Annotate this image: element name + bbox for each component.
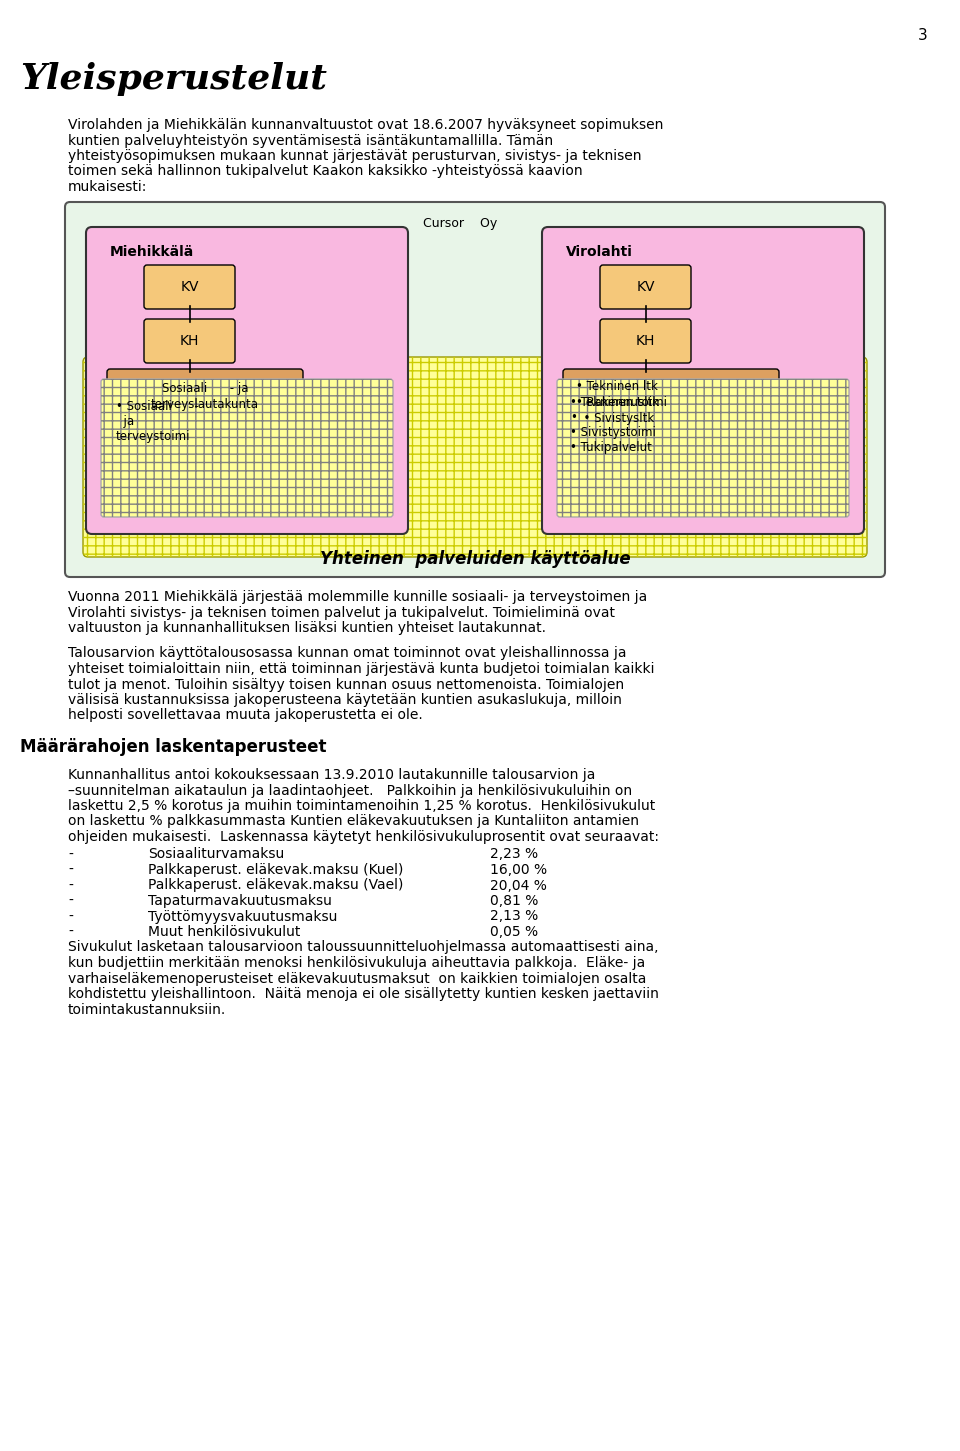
Text: Cursor    Oy: Cursor Oy [422, 218, 497, 231]
Text: valtuuston ja kunnanhallituksen lisäksi kuntien yhteiset lautakunnat.: valtuuston ja kunnanhallituksen lisäksi … [68, 621, 546, 636]
Text: Talousarvion käyttötalousosassa kunnan omat toiminnot ovat yleishallinnossa ja: Talousarvion käyttötalousosassa kunnan o… [68, 647, 627, 660]
Text: 20,04 %: 20,04 % [490, 878, 547, 892]
Text: Sosiaali      - ja: Sosiaali - ja [161, 382, 249, 395]
Text: yhteistyösopimuksen mukaan kunnat järjestävät perusturvan, sivistys- ja teknisen: yhteistyösopimuksen mukaan kunnat järjes… [68, 149, 641, 163]
Text: • Tukipalvelut: • Tukipalvelut [570, 441, 652, 454]
Text: • Sivistystoimi: • Sivistystoimi [570, 427, 656, 440]
Text: Vuonna 2011 Miehikkälä järjestää molemmille kunnille sosiaali- ja terveystoimen : Vuonna 2011 Miehikkälä järjestää molemmi… [68, 591, 647, 604]
Text: KV: KV [636, 280, 655, 295]
Text: • Tekninen ltk: • Tekninen ltk [576, 380, 658, 393]
FancyBboxPatch shape [600, 266, 691, 309]
Text: välisisä kustannuksissa jakoperusteena käytetään kuntien asukaslukuja, milloin: välisisä kustannuksissa jakoperusteena k… [68, 694, 622, 707]
FancyBboxPatch shape [107, 369, 303, 427]
Text: 2,13 %: 2,13 % [490, 910, 539, 923]
Text: varhaiseläkemenoperusteiset eläkevakuutusmaksut  on kaikkien toimialojen osalta: varhaiseläkemenoperusteiset eläkevakuutu… [68, 972, 646, 985]
Text: -: - [68, 910, 73, 923]
Text: helposti sovellettavaa muuta jakoperustetta ei ole.: helposti sovellettavaa muuta jakoperuste… [68, 708, 422, 723]
Text: yhteiset toimialoittain niin, että toiminnan järjestävä kunta budjetoi toimialan: yhteiset toimialoittain niin, että toimi… [68, 662, 655, 676]
Text: -: - [68, 847, 73, 862]
FancyBboxPatch shape [83, 357, 867, 557]
Text: Virolahden ja Miehikkälän kunnanvaltuustot ovat 18.6.2007 hyväksyneet sopimuksen: Virolahden ja Miehikkälän kunnanvaltuust… [68, 118, 663, 132]
Text: Tapaturmavakuutusmaksu: Tapaturmavakuutusmaksu [148, 894, 332, 908]
Text: toimen sekä hallinnon tukipalvelut Kaakon kaksikko -yhteistyössä kaavion: toimen sekä hallinnon tukipalvelut Kaako… [68, 164, 583, 178]
Text: Työttömyysvakuutusmaksu: Työttömyysvakuutusmaksu [148, 910, 337, 923]
Text: 16,00 %: 16,00 % [490, 863, 547, 876]
FancyBboxPatch shape [600, 319, 691, 363]
Text: ohjeiden mukaisesti.  Laskennassa käytetyt henkilösivukuluprosentit ovat seuraav: ohjeiden mukaisesti. Laskennassa käytety… [68, 830, 659, 844]
Text: Sosiaaliturvamaksu: Sosiaaliturvamaksu [148, 847, 284, 862]
Text: Yleisperustelut: Yleisperustelut [20, 62, 327, 96]
Text: KV: KV [180, 280, 199, 295]
Text: kun budjettiin merkitään menoksi henkilösivukuluja aiheuttavia palkkoja.  Eläke-: kun budjettiin merkitään menoksi henkilö… [68, 956, 645, 971]
Text: 3: 3 [919, 28, 928, 44]
Text: –suunnitelman aikataulun ja laadintaohjeet.   Palkkoihin ja henkilösivukuluihin : –suunnitelman aikataulun ja laadintaohje… [68, 784, 632, 798]
Text: KH: KH [636, 334, 655, 348]
Text: Virolahti: Virolahti [566, 245, 633, 258]
Text: -: - [68, 863, 73, 876]
FancyBboxPatch shape [144, 319, 235, 363]
Text: terveyslautakunta: terveyslautakunta [151, 398, 259, 411]
Text: • Sosiaali      -: • Sosiaali - [116, 400, 199, 414]
Text: • Sivistysltk: • Sivistysltk [576, 412, 655, 425]
Text: tulot ja menot. Tuloihin sisältyy toisen kunnan osuus nettomenoista. Toimialojen: tulot ja menot. Tuloihin sisältyy toisen… [68, 678, 624, 692]
Text: • Tekninen toimi: • Tekninen toimi [570, 396, 667, 409]
FancyBboxPatch shape [65, 202, 885, 577]
Text: 0,81 %: 0,81 % [490, 894, 539, 908]
Text: terveystoimi: terveystoimi [116, 429, 190, 443]
Text: on laskettu % palkkasummasta Kuntien eläkevakuutuksen ja Kuntaliiton antamien: on laskettu % palkkasummasta Kuntien elä… [68, 814, 639, 829]
FancyBboxPatch shape [144, 266, 235, 309]
Text: •: • [570, 411, 577, 424]
Text: 2,23 %: 2,23 % [490, 847, 539, 862]
Text: Palkkaperust. eläkevak.maksu (Vael): Palkkaperust. eläkevak.maksu (Vael) [148, 878, 403, 892]
FancyBboxPatch shape [542, 226, 864, 534]
Text: toimintakustannuksiin.: toimintakustannuksiin. [68, 1003, 227, 1017]
Text: Palkkaperust. eläkevak.maksu (Kuel): Palkkaperust. eläkevak.maksu (Kuel) [148, 863, 403, 876]
Text: 0,05 %: 0,05 % [490, 924, 539, 939]
Text: Miehikkälä: Miehikkälä [110, 245, 194, 258]
Text: kuntien palveluyhteistyön syventämisestä isäntäkuntamallilla. Tämän: kuntien palveluyhteistyön syventämisestä… [68, 133, 553, 148]
Text: mukaisesti:: mukaisesti: [68, 180, 148, 194]
Text: -: - [68, 924, 73, 939]
FancyBboxPatch shape [563, 369, 779, 437]
FancyBboxPatch shape [86, 226, 408, 534]
Text: -: - [68, 894, 73, 908]
Text: Määrärahojen laskentaperusteet: Määrärahojen laskentaperusteet [20, 739, 326, 756]
Text: Kunnanhallitus antoi kokouksessaan 13.9.2010 lautakunnille talousarvion ja: Kunnanhallitus antoi kokouksessaan 13.9.… [68, 768, 595, 782]
Text: kohdistettu yleishallintoon.  Näitä menoja ei ole sisällytetty kuntien kesken ja: kohdistettu yleishallintoon. Näitä menoj… [68, 987, 659, 1001]
Text: KH: KH [180, 334, 199, 348]
Text: • Rakennusltk: • Rakennusltk [576, 396, 660, 409]
Text: Virolahti sivistys- ja teknisen toimen palvelut ja tukipalvelut. Toimieliminä ov: Virolahti sivistys- ja teknisen toimen p… [68, 605, 615, 620]
FancyBboxPatch shape [101, 379, 393, 517]
FancyBboxPatch shape [557, 379, 849, 517]
Text: -: - [68, 878, 73, 892]
Text: ja: ja [116, 415, 134, 428]
Text: Sivukulut lasketaan talousarvioon taloussuunnitteluohjelmassa automaattisesti ai: Sivukulut lasketaan talousarvioon talous… [68, 940, 659, 955]
Text: laskettu 2,5 % korotus ja muihin toimintamenoihin 1,25 % korotus.  Henkilösivuku: laskettu 2,5 % korotus ja muihin toimint… [68, 800, 656, 813]
Text: Yhteinen  palveluiden käyttöalue: Yhteinen palveluiden käyttöalue [320, 550, 631, 567]
Text: Muut henkilösivukulut: Muut henkilösivukulut [148, 924, 300, 939]
